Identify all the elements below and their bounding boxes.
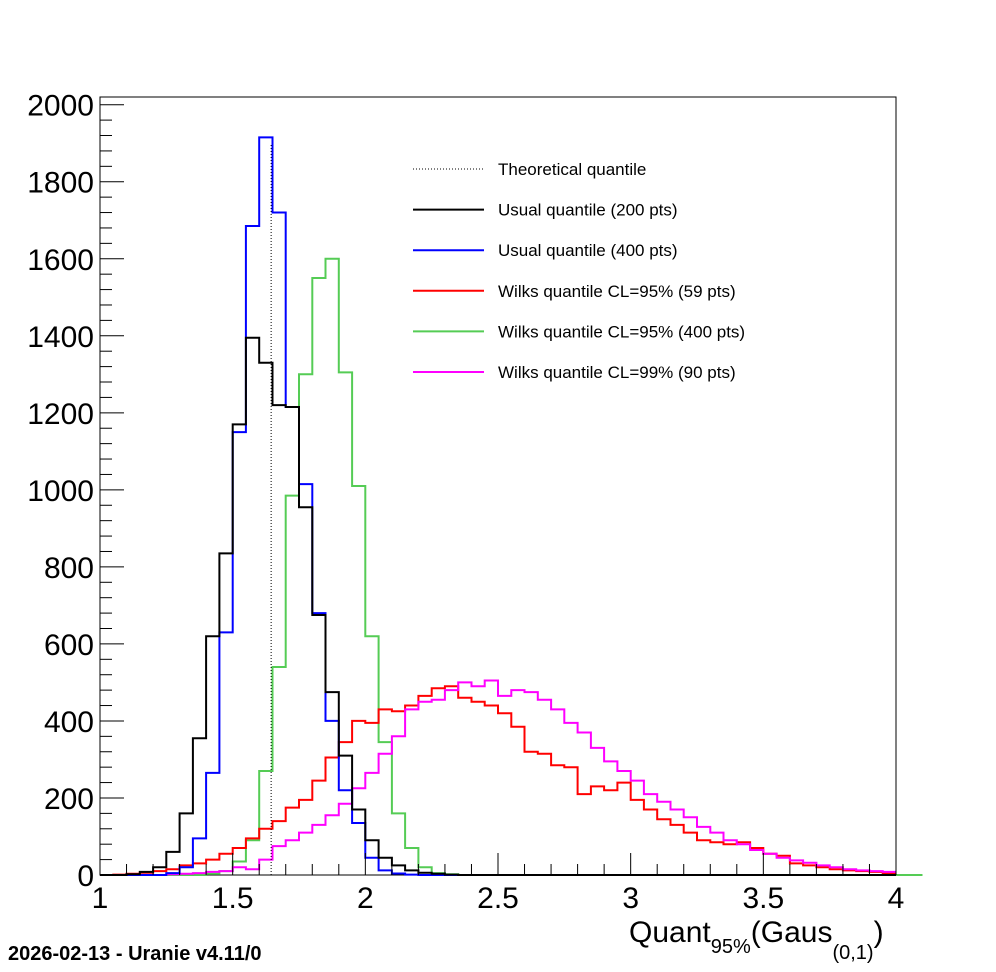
histogram-wilks-quantile-cl-95-400-pts (100, 257, 923, 876)
footer-version-label: 2026-02-13 - Uranie v4.11/0 (8, 943, 262, 965)
y-tick-label: 2000 (27, 90, 94, 123)
y-tick-label: 400 (44, 706, 94, 739)
y-tick-label: 1200 (27, 398, 94, 431)
y-tick-label: 0 (77, 860, 94, 893)
legend-label: Wilks quantile CL=95% (400 pts) (498, 322, 745, 341)
axis-ticks: 1 1.5 2 2.5 3 3.5 4 0 200 400 600 800 1000 1200 1400 16… (27, 90, 904, 915)
legend-label: Wilks quantile CL=99% (90 pts) (498, 363, 736, 382)
y-tick-label: 600 (44, 629, 94, 662)
x-tick-label: 1 (92, 882, 109, 915)
x-tick-label: 2.5 (477, 882, 519, 915)
histogram-usual-quantile-200-pts (100, 336, 896, 876)
x-tick-label: 1.5 (212, 882, 254, 915)
x-tick-label: 2 (357, 882, 374, 915)
x-axis-label-sub2: (0,1) (832, 942, 873, 964)
legend-label: Theoretical quantile (498, 160, 646, 179)
x-tick-label: 4 (888, 882, 905, 915)
legend-label: Usual quantile (200 pts) (498, 201, 678, 220)
legend-label: Usual quantile (400 pts) (498, 241, 678, 260)
y-tick-label: 200 (44, 783, 94, 816)
histogram-wilks-quantile-cl-95-59-pts (100, 685, 896, 876)
x-tick-label: 3.5 (742, 882, 784, 915)
x-axis-label-end: ) (874, 916, 884, 949)
y-tick-label: 1000 (27, 475, 94, 508)
x-tick-label: 3 (622, 882, 639, 915)
legend-label: Wilks quantile CL=95% (59 pts) (498, 282, 736, 301)
legend: Theoretical quantile Usual quantile (200 … (413, 160, 745, 382)
x-axis-label-main: Quant (629, 916, 711, 949)
y-tick-label: 1800 (27, 167, 94, 200)
x-axis-label-sub1: 95% (711, 936, 751, 958)
x-axis-label-mid: (Gaus (751, 916, 833, 949)
y-tick-label: 1400 (27, 321, 94, 354)
y-tick-label: 1600 (27, 244, 94, 277)
x-axis-label: Quant95%(Gaus(0,1)) (629, 916, 884, 964)
y-tick-label: 800 (44, 552, 94, 585)
